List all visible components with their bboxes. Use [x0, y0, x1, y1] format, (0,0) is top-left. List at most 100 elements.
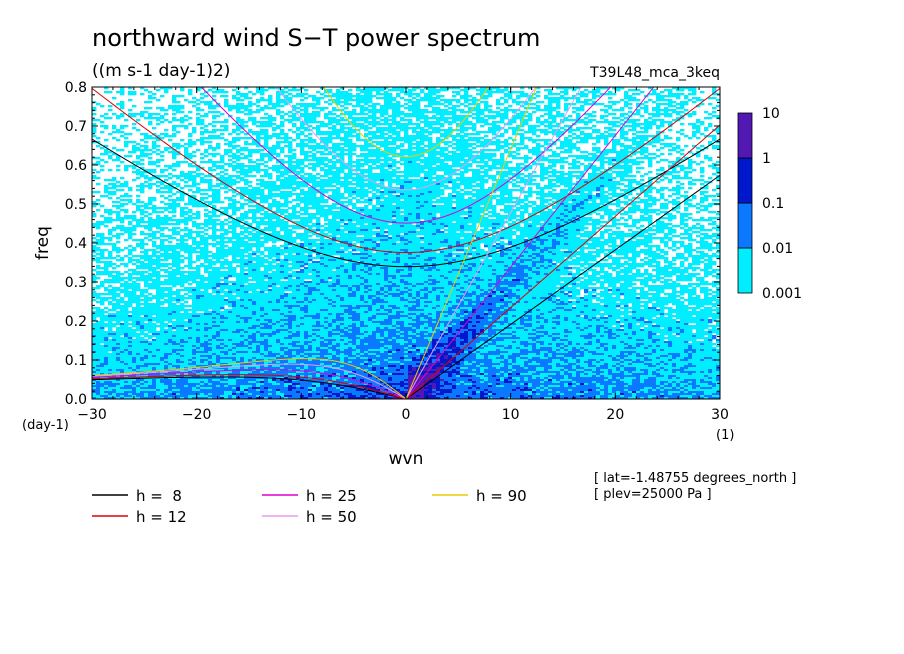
heatmap-cell — [452, 179, 456, 181]
heatmap-cell — [236, 107, 240, 109]
heatmap-cell — [356, 137, 360, 139]
heatmap-cell — [300, 169, 304, 171]
heatmap-cell — [300, 131, 304, 133]
heatmap-cell — [260, 99, 264, 101]
heatmap-cell — [572, 163, 576, 165]
heatmap-cell — [256, 179, 260, 181]
heatmap-cell — [408, 173, 412, 175]
heatmap-cell — [116, 157, 120, 159]
heatmap-cell — [576, 171, 580, 173]
heatmap-cell — [340, 197, 344, 199]
heatmap-cell — [184, 173, 188, 175]
heatmap-cell — [540, 145, 544, 147]
heatmap-cell — [608, 187, 612, 189]
heatmap-cell — [568, 171, 572, 173]
heatmap-cell — [708, 165, 712, 167]
heatmap-cell — [520, 111, 524, 113]
heatmap-cell — [464, 187, 468, 189]
heatmap-cell — [316, 173, 320, 175]
heatmap-cell — [348, 193, 352, 195]
heatmap-cell — [300, 163, 304, 165]
heatmap-cell — [240, 197, 244, 199]
heatmap-cell — [264, 143, 268, 145]
heatmap-cell — [208, 145, 212, 147]
heatmap-cell — [704, 129, 708, 131]
heatmap-cell — [416, 169, 420, 171]
heatmap-cell — [424, 173, 428, 175]
heatmap-cell — [108, 193, 112, 195]
heatmap-cell — [476, 141, 480, 143]
heatmap-cell — [376, 123, 380, 125]
heatmap-cell — [268, 167, 272, 169]
heatmap-cell — [624, 137, 628, 139]
heatmap-cell — [392, 163, 396, 165]
heatmap-cell — [508, 195, 512, 197]
heatmap-cell — [340, 181, 344, 183]
heatmap-cell — [624, 91, 628, 93]
heatmap-cell — [412, 179, 416, 181]
heatmap-cell — [396, 197, 400, 199]
heatmap-cell — [404, 173, 408, 175]
heatmap-cell — [212, 199, 216, 201]
heatmap-cell — [256, 171, 260, 173]
heatmap-cell — [336, 115, 340, 117]
heatmap-cell — [560, 173, 564, 175]
heatmap-cell — [456, 145, 460, 147]
heatmap-cell — [140, 113, 144, 115]
heatmap-cell — [512, 129, 516, 131]
heatmap-cell — [656, 149, 660, 151]
heatmap-cell — [548, 181, 552, 183]
heatmap-cell — [364, 155, 368, 157]
heatmap-cell — [536, 139, 540, 141]
heatmap-cell — [276, 167, 280, 169]
heatmap-cell — [396, 161, 400, 163]
heatmap-cell — [416, 197, 420, 199]
heatmap-cell — [416, 201, 420, 203]
heatmap-cell — [460, 103, 464, 105]
heatmap-cell — [556, 193, 560, 195]
heatmap-cell — [320, 175, 324, 177]
heatmap-cell — [392, 107, 396, 109]
heatmap-cell — [684, 177, 688, 179]
heatmap-cell — [264, 107, 268, 109]
heatmap-cell — [356, 99, 360, 101]
heatmap-cell — [544, 109, 548, 111]
heatmap-cell — [636, 93, 640, 95]
heatmap-cell — [576, 185, 580, 187]
heatmap-cell — [92, 113, 96, 115]
heatmap-cell — [496, 107, 500, 109]
heatmap-cell — [588, 193, 592, 195]
heatmap-cell — [560, 167, 564, 169]
heatmap-cell — [344, 167, 348, 169]
heatmap-cell — [104, 127, 108, 129]
heatmap-cell — [392, 121, 396, 123]
heatmap-cell — [564, 89, 568, 91]
heatmap-cell — [256, 167, 260, 169]
heatmap-cell — [404, 197, 408, 199]
heatmap-cell — [652, 107, 656, 109]
heatmap-cell — [608, 151, 612, 153]
heatmap-cell — [500, 145, 504, 147]
heatmap-cell — [696, 163, 700, 165]
heatmap-cell — [348, 181, 352, 183]
heatmap-cell — [672, 175, 676, 177]
heatmap-cell — [584, 187, 588, 189]
heatmap-cell — [684, 103, 688, 105]
heatmap-cell — [188, 199, 192, 201]
heatmap-cell — [436, 195, 440, 197]
heatmap-cell — [232, 183, 236, 185]
heatmap-cell — [436, 141, 440, 143]
heatmap-cell — [676, 187, 680, 189]
heatmap-cell — [536, 135, 540, 137]
heatmap-cell — [512, 183, 516, 185]
heatmap-cell — [304, 173, 308, 175]
heatmap-cell — [384, 133, 388, 135]
heatmap-cell — [372, 163, 376, 165]
heatmap-cell — [592, 173, 596, 175]
heatmap-cell — [340, 97, 344, 99]
heatmap-cell — [420, 193, 424, 195]
heatmap-cell — [564, 99, 568, 101]
heatmap-cell — [212, 149, 216, 151]
heatmap-cell — [540, 189, 544, 191]
